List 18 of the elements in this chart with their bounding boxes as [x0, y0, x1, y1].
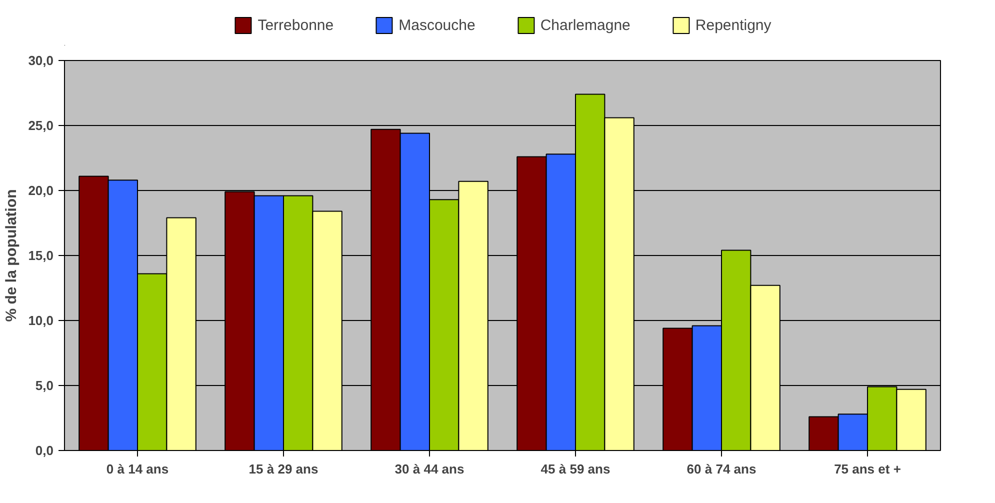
- legend-label: Mascouche: [398, 16, 476, 34]
- x-tick-label: 0 à 14 ans: [106, 462, 169, 476]
- y-tick-label: 15,0: [28, 248, 54, 263]
- x-tick-label: 45 à 59 ans: [540, 462, 610, 476]
- y-tick-label: 5,0: [35, 378, 54, 393]
- y-tick-label: 0,0: [35, 443, 54, 458]
- y-axis-title: % de la population: [3, 189, 20, 322]
- legend-label: Charlemagne: [540, 16, 630, 34]
- y-tick-label: 20,0: [28, 183, 54, 198]
- x-tick-label: 30 à 44 ans: [394, 462, 464, 476]
- x-tick-label: 60 à 74 ans: [686, 462, 756, 476]
- y-tick-label: 25,0: [28, 118, 54, 133]
- y-tick-label: 10,0: [28, 313, 54, 328]
- legend-label: Terrebonne: [258, 16, 334, 34]
- x-tick-label: 15 à 29 ans: [248, 462, 318, 476]
- x-tick-label: 75 ans et +: [834, 462, 902, 476]
- legend-label: Repentigny: [695, 16, 772, 34]
- y-tick-label: 30,0: [28, 53, 54, 68]
